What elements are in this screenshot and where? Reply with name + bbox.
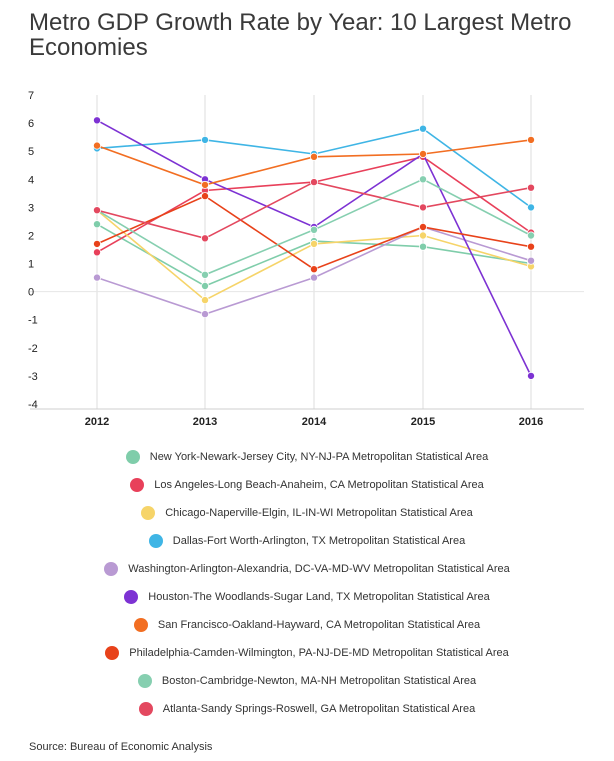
legend-item: Washington-Arlington-Alexandria, DC-VA-M… xyxy=(0,555,614,583)
legend-swatch xyxy=(104,562,119,576)
series-8 xyxy=(93,192,536,274)
legend-label: San Francisco-Oakland-Hayward, CA Metrop… xyxy=(157,619,481,631)
legend-item: Atlanta-Sandy Springs-Roswell, GA Metrop… xyxy=(0,695,614,723)
data-point xyxy=(527,183,536,192)
data-point xyxy=(527,231,536,240)
legend-label: Los Angeles-Long Beach-Anaheim, CA Metro… xyxy=(154,479,484,491)
data-point xyxy=(309,225,318,234)
legend-swatch xyxy=(124,590,139,604)
legend-item: San Francisco-Oakland-Hayward, CA Metrop… xyxy=(0,611,614,639)
x-axis-ticks: 2012 2013 2014 2015 2016 xyxy=(85,416,543,428)
data-point xyxy=(309,178,318,187)
legend-label: Houston-The Woodlands-Sugar Land, TX Met… xyxy=(148,591,490,603)
y-tick-label: -2 xyxy=(28,343,38,355)
legend-swatch xyxy=(130,478,145,492)
legend-item: Los Angeles-Long Beach-Anaheim, CA Metro… xyxy=(0,471,614,499)
series-10 xyxy=(93,178,536,243)
chart-title: Metro GDP Growth Rate by Year: 10 Larges… xyxy=(29,9,572,61)
legend-item: Boston-Cambridge-Newton, MA-NH Metropoli… xyxy=(0,667,614,695)
y-tick-label: 7 xyxy=(28,90,34,102)
data-point xyxy=(418,175,427,184)
data-point xyxy=(309,265,318,274)
legend-item: Houston-The Woodlands-Sugar Land, TX Met… xyxy=(0,583,614,611)
x-tick-label: 2012 xyxy=(85,416,109,428)
legend-swatch xyxy=(138,702,153,716)
data-point xyxy=(418,242,427,251)
legend-swatch xyxy=(141,506,156,520)
data-point xyxy=(527,371,536,380)
legend-item: Philadelphia-Camden-Wilmington, PA-NJ-DE… xyxy=(0,639,614,667)
data-point xyxy=(93,116,102,125)
data-point xyxy=(527,135,536,144)
y-tick-label: -4 xyxy=(28,399,38,411)
data-point xyxy=(93,141,102,150)
data-point xyxy=(93,206,102,215)
data-point xyxy=(527,203,536,212)
data-point xyxy=(93,239,102,248)
data-point xyxy=(200,281,209,290)
data-point xyxy=(527,242,536,251)
y-tick-label: 1 xyxy=(28,259,34,271)
data-point xyxy=(418,231,427,240)
data-point xyxy=(200,270,209,279)
series-group xyxy=(93,116,536,380)
x-tick-label: 2014 xyxy=(302,416,327,428)
y-tick-label: 2 xyxy=(28,230,34,242)
data-point xyxy=(418,149,427,158)
data-point xyxy=(93,220,102,229)
x-tick-label: 2016 xyxy=(519,416,543,428)
data-point xyxy=(93,273,102,282)
legend-swatch xyxy=(137,674,152,688)
legend-label: Philadelphia-Camden-Wilmington, PA-NJ-DE… xyxy=(129,647,509,659)
data-point xyxy=(200,296,209,305)
series-7 xyxy=(93,135,536,189)
y-tick-label: 4 xyxy=(28,174,34,186)
legend-item: Chicago-Naperville-Elgin, IL-IN-WI Metro… xyxy=(0,499,614,527)
data-point xyxy=(418,124,427,133)
legend-label: Dallas-Fort Worth-Arlington, TX Metropol… xyxy=(172,535,466,547)
line-chart: 7 6 5 4 3 2 1 0 -1 -2 -3 -4 2012 2013 2014 2015 2016 xyxy=(28,90,584,428)
data-point xyxy=(200,310,209,319)
x-tick-label: 2015 xyxy=(411,416,435,428)
data-point xyxy=(309,273,318,282)
legend-swatch xyxy=(133,618,148,632)
source-note: Source: Bureau of Economic Analysis xyxy=(29,741,213,753)
data-point xyxy=(200,234,209,243)
legend-swatch xyxy=(105,646,120,660)
y-tick-label: 5 xyxy=(28,146,34,158)
legend-label: Boston-Cambridge-Newton, MA-NH Metropoli… xyxy=(161,675,477,687)
x-tick-label: 2013 xyxy=(193,416,217,428)
legend-item: Dallas-Fort Worth-Arlington, TX Metropol… xyxy=(0,527,614,555)
legend: New York-Newark-Jersey City, NY-NJ-PA Me… xyxy=(0,443,614,723)
legend-label: New York-Newark-Jersey City, NY-NJ-PA Me… xyxy=(149,451,489,463)
data-point xyxy=(200,180,209,189)
data-point xyxy=(93,248,102,257)
legend-label: Chicago-Naperville-Elgin, IL-IN-WI Metro… xyxy=(165,507,473,519)
y-tick-label: 3 xyxy=(28,202,34,214)
y-axis-ticks: 7 6 5 4 3 2 1 0 -1 -2 -3 -4 xyxy=(28,90,38,411)
y-tick-label: -1 xyxy=(28,315,38,327)
legend-swatch xyxy=(148,534,163,548)
data-point xyxy=(418,222,427,231)
data-point xyxy=(200,192,209,201)
y-tick-label: 0 xyxy=(28,287,34,299)
legend-label: Washington-Arlington-Alexandria, DC-VA-M… xyxy=(128,563,510,575)
data-point xyxy=(309,239,318,248)
legend-swatch xyxy=(125,450,140,464)
data-point xyxy=(200,135,209,144)
legend-item: New York-Newark-Jersey City, NY-NJ-PA Me… xyxy=(0,443,614,471)
y-tick-label: -3 xyxy=(28,371,38,383)
data-point xyxy=(309,152,318,161)
data-point xyxy=(527,256,536,265)
legend-label: Atlanta-Sandy Springs-Roswell, GA Metrop… xyxy=(162,703,476,715)
data-point xyxy=(418,203,427,212)
y-tick-label: 6 xyxy=(28,118,34,130)
